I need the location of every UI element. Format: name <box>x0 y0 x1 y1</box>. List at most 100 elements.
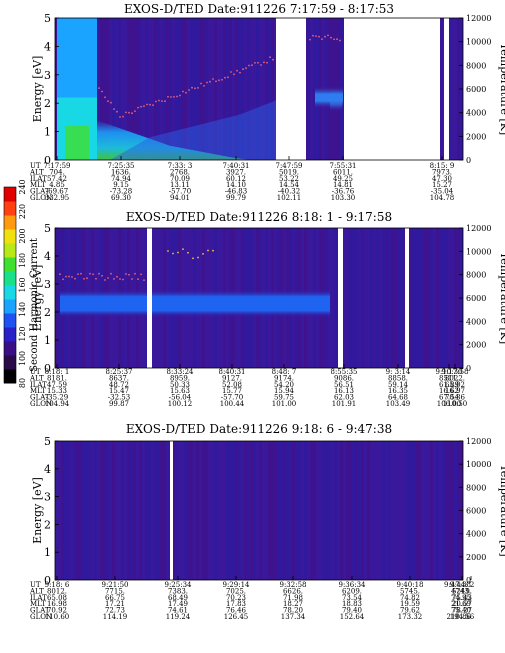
orbit-value: 8:40:31 <box>219 368 246 376</box>
temperature-point <box>158 99 160 102</box>
orbit-value: 152.64 <box>340 613 365 621</box>
spectrogram-column <box>268 18 271 160</box>
temperature-point <box>128 111 130 114</box>
orbit-value: 137.34 <box>281 613 306 621</box>
colorbar-swatch <box>4 327 16 342</box>
spectrogram-column <box>442 441 445 580</box>
temperature-point <box>122 278 124 281</box>
temperature-point <box>110 272 112 275</box>
spectrogram-column <box>178 18 181 160</box>
spectrogram-column <box>454 18 457 160</box>
orbit-value: 103.49 <box>386 400 411 408</box>
colorbar-swatch <box>4 369 16 384</box>
spectrogram-column <box>112 441 115 580</box>
spectrogram-column <box>100 18 103 160</box>
orbit-value: 6626. <box>283 587 303 595</box>
spectrogram-column <box>376 441 379 580</box>
y-tick-label: 3 <box>44 491 51 504</box>
orbit-value: 50.33 <box>170 381 190 389</box>
y-tick-label: 4 <box>44 40 51 53</box>
spectrogram-column <box>457 228 460 368</box>
y-tick-label: 1 <box>44 126 51 139</box>
spectrogram-column <box>379 441 382 580</box>
colorbar-swatch <box>4 313 16 328</box>
spectrogram-column <box>202 18 205 160</box>
spectrogram-column <box>439 441 442 580</box>
temperature-point <box>119 278 121 280</box>
spectrogram-column <box>223 441 226 580</box>
orbit-value: 5019. <box>279 168 299 176</box>
spectrogram-column <box>238 18 241 160</box>
panel-title: EXOS-D/TED Date:911226 7:17:59 - 8:17:53 <box>124 2 394 16</box>
spectrogram-column <box>253 441 256 580</box>
spectrogram-column <box>103 441 106 580</box>
spectrogram-column <box>175 18 178 160</box>
orbit-value: 14.81 <box>333 181 353 189</box>
spectrogram-column <box>145 18 148 160</box>
orbit-value: -57.70 <box>221 394 243 402</box>
y-tick-label: 2 <box>44 306 51 319</box>
orbit-value: -35.29 <box>46 394 68 402</box>
y2-tick-label: 4000 <box>466 317 486 326</box>
spectrogram-column <box>238 441 241 580</box>
temperature-point <box>266 61 268 64</box>
orbit-value: 60.12 <box>226 175 246 183</box>
temperature-point <box>98 272 100 275</box>
orbit-value: 56.51 <box>334 381 354 389</box>
temperature-point <box>179 94 181 97</box>
spectrogram-column <box>307 441 310 580</box>
row-label: GLON <box>30 194 52 202</box>
y-axis-label: Energy [eV] <box>31 265 44 332</box>
orbit-value: 8012. <box>47 587 67 595</box>
orbit-value: 18.27 <box>283 600 303 608</box>
spectrogram-column <box>229 441 232 580</box>
colorbar-label: Second Harmonic Current <box>29 238 40 372</box>
orbit-value: 14.10 <box>226 181 246 189</box>
spectrogram-column <box>148 18 151 160</box>
spectrogram-column <box>310 18 313 160</box>
orbit-value: 75.43 <box>452 594 472 602</box>
temperature-point <box>272 58 274 61</box>
temperature-point <box>101 90 103 93</box>
temperature-point <box>104 279 106 281</box>
spectrogram-column <box>445 228 448 368</box>
spectrogram-column <box>187 18 190 160</box>
temperature-point <box>125 273 127 275</box>
spectrogram-column <box>265 441 268 580</box>
orbit-value: 8511. <box>439 374 459 382</box>
spectrogram-column <box>385 228 388 368</box>
y2-tick-label: 6000 <box>466 85 486 94</box>
orbit-value: 9.15 <box>113 181 129 189</box>
temperature-point <box>224 76 226 79</box>
orbit-value: 9:40:18 <box>397 581 424 589</box>
orbit-value: 101.91 <box>332 400 357 408</box>
orbit-value: 61.89 <box>439 381 459 389</box>
spectrogram-column <box>118 441 121 580</box>
spectrogram-band <box>60 289 330 318</box>
row-label: ALT <box>29 168 44 176</box>
spectrogram-column <box>109 18 112 160</box>
orbit-value: 8:18: 1 <box>45 368 70 376</box>
spectrogram-column <box>265 18 268 160</box>
temperature-point <box>173 96 175 98</box>
orbit-value: 5249. <box>452 587 472 595</box>
orbit-value: -56.04 <box>169 394 192 402</box>
spectrogram-column <box>343 441 346 580</box>
y2-tick-label: 12000 <box>466 14 491 23</box>
spectrogram-column <box>145 441 148 580</box>
y2-tick-label: 10000 <box>466 460 491 469</box>
spectrogram-column <box>226 441 229 580</box>
temperature-point <box>336 38 338 41</box>
spectrogram-column <box>361 441 364 580</box>
temperature-point <box>77 273 79 275</box>
colorbar-tick-label: 240 <box>18 179 27 194</box>
orbit-value: -73.28 <box>110 188 132 196</box>
orbit-value: 99.79 <box>226 194 246 202</box>
row-label: UT <box>30 368 41 376</box>
orbit-value: 100.44 <box>220 400 245 408</box>
spectrogram-column <box>415 228 418 368</box>
row-label: GLAT <box>30 607 50 615</box>
spectrogram-column <box>97 441 100 580</box>
orbit-value: 15.27 <box>432 181 452 189</box>
orbit-value: 103.30 <box>331 194 356 202</box>
